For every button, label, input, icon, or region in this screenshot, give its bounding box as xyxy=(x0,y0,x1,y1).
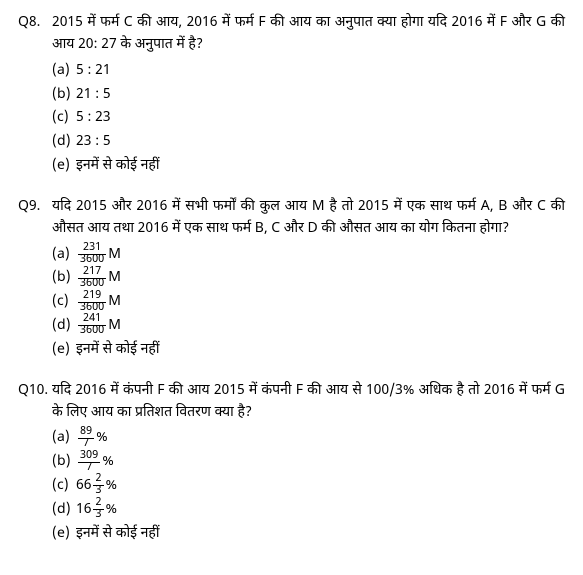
option-suffix: M xyxy=(108,290,121,314)
mixed-whole: 66 xyxy=(76,474,91,498)
option-text: 5 : 23 xyxy=(76,106,111,130)
option-label: (d) xyxy=(52,314,76,338)
fraction: 2313600 xyxy=(78,243,106,266)
fraction-denominator: 3600 xyxy=(78,326,106,337)
fraction: 897 xyxy=(78,427,94,450)
option-suffix: % xyxy=(102,450,114,474)
option-text: इनमें से कोई नहीं xyxy=(76,522,159,546)
option-suffix: M xyxy=(108,266,121,290)
option-label: (a) xyxy=(52,59,76,83)
option: (c)2193600M xyxy=(52,290,565,314)
fraction: 2173600 xyxy=(78,267,106,290)
option-suffix: M xyxy=(108,314,121,338)
question-number: Q8. xyxy=(18,12,52,57)
option-label: (c) xyxy=(52,290,76,314)
option-suffix: M xyxy=(108,243,121,267)
option-label: (c) xyxy=(52,474,76,498)
question-text: यदि 2016 में कंपनी F की आय 2015 में कंपन… xyxy=(52,380,565,425)
option: (d)23 : 5 xyxy=(52,130,565,154)
option-label: (e) xyxy=(52,338,76,362)
option-text: इनमें से कोई नहीं xyxy=(76,338,159,362)
option: (c)6623% xyxy=(52,474,565,498)
option-label: (a) xyxy=(52,426,76,450)
option-label: (c) xyxy=(52,106,76,130)
option-text: इनमें से कोई नहीं xyxy=(76,154,159,178)
option: (b)3097% xyxy=(52,450,565,474)
question-prompt: Q8.2015 में फर्म C की आय, 2016 में फर्म … xyxy=(18,12,565,57)
option-label: (e) xyxy=(52,522,76,546)
question-number: Q10. xyxy=(18,380,52,425)
option: (e)इनमें से कोई नहीं xyxy=(52,522,565,546)
fraction: 2193600 xyxy=(78,291,106,314)
option-label: (b) xyxy=(52,266,76,290)
question-prompt: Q10.यदि 2016 में कंपनी F की आय 2015 में … xyxy=(18,380,565,425)
question-9: Q9.यदि 2015 और 2016 में सभी फर्मों की कु… xyxy=(18,196,565,362)
option: (b)21 : 5 xyxy=(52,83,565,107)
option-suffix: % xyxy=(106,474,118,498)
question-text: यदि 2015 और 2016 में सभी फर्मों की कुल आ… xyxy=(52,196,565,241)
question-8: Q8.2015 में फर्म C की आय, 2016 में फर्म … xyxy=(18,12,565,178)
question-text: 2015 में फर्म C की आय, 2016 में फर्म F क… xyxy=(52,12,565,57)
option-suffix: % xyxy=(96,426,108,450)
options-list: (a)5 : 21(b)21 : 5(c)5 : 23(d)23 : 5(e)इ… xyxy=(52,59,565,178)
option: (a)5 : 21 xyxy=(52,59,565,83)
option-text: 21 : 5 xyxy=(76,83,111,107)
option: (e)इनमें से कोई नहीं xyxy=(52,154,565,178)
option-label: (d) xyxy=(52,498,76,522)
options-list: (a)2313600M(b)2173600M(c)2193600M(d)2413… xyxy=(52,243,565,362)
options-list: (a)897%(b)3097%(c)6623%(d)1623%(e)इनमें … xyxy=(52,426,565,545)
option-text: 23 : 5 xyxy=(76,130,111,154)
fraction: 23 xyxy=(93,474,103,497)
fraction: 2413600 xyxy=(78,314,106,337)
option-label: (e) xyxy=(52,154,76,178)
option: (c)5 : 23 xyxy=(52,106,565,130)
option-label: (a) xyxy=(52,243,76,267)
fraction: 23 xyxy=(93,498,103,521)
option: (e)इनमें से कोई नहीं xyxy=(52,338,565,362)
option: (d)2413600M xyxy=(52,314,565,338)
question-prompt: Q9.यदि 2015 और 2016 में सभी फर्मों की कु… xyxy=(18,196,565,241)
option-label: (d) xyxy=(52,130,76,154)
option-suffix: % xyxy=(106,498,118,522)
question-number: Q9. xyxy=(18,196,52,241)
option: (a)2313600M xyxy=(52,243,565,267)
mixed-whole: 16 xyxy=(76,498,91,522)
option: (d)1623% xyxy=(52,498,565,522)
fraction: 3097 xyxy=(78,451,100,474)
question-10: Q10.यदि 2016 में कंपनी F की आय 2015 में … xyxy=(18,380,565,546)
option-label: (b) xyxy=(52,83,76,107)
fraction-denominator: 3 xyxy=(93,510,103,521)
option: (a)897% xyxy=(52,426,565,450)
option: (b)2173600M xyxy=(52,266,565,290)
option-label: (b) xyxy=(52,450,76,474)
option-text: 5 : 21 xyxy=(76,59,111,83)
